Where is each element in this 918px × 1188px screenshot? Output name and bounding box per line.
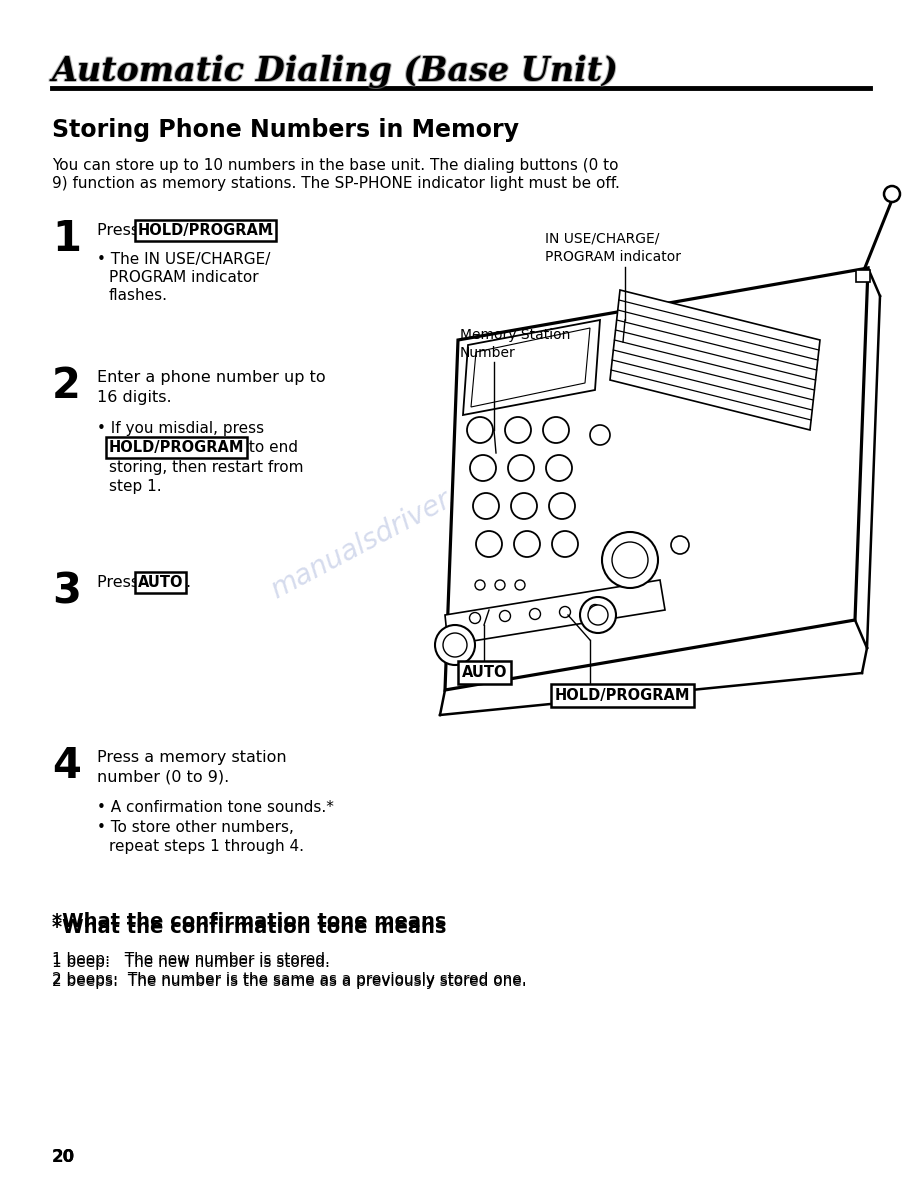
Circle shape: [530, 608, 541, 619]
Circle shape: [590, 425, 610, 446]
Text: manualsdriver.com: manualsdriver.com: [266, 455, 514, 605]
Circle shape: [612, 542, 648, 579]
Text: Automatic Dialing (Base Unit): Automatic Dialing (Base Unit): [51, 56, 618, 89]
Circle shape: [476, 531, 502, 557]
Circle shape: [443, 633, 467, 657]
Text: 3: 3: [52, 570, 81, 612]
Circle shape: [475, 580, 485, 590]
Circle shape: [470, 455, 496, 481]
Circle shape: [469, 613, 480, 624]
Text: Press a memory station: Press a memory station: [97, 750, 286, 765]
Text: Automatic Dialing (Base Unit): Automatic Dialing (Base Unit): [52, 55, 619, 88]
Text: flashes.: flashes.: [109, 287, 168, 303]
Text: Storing Phone Numbers in Memory: Storing Phone Numbers in Memory: [52, 118, 519, 143]
Text: 1 beep:   The new number is stored.: 1 beep: The new number is stored.: [52, 952, 330, 967]
Text: to end: to end: [244, 440, 298, 455]
Text: 2 beeps:  The number is the same as a previously stored one.: 2 beeps: The number is the same as a pre…: [52, 972, 527, 987]
Circle shape: [559, 607, 570, 618]
Text: Press: Press: [97, 223, 144, 238]
Text: IN USE/CHARGE/: IN USE/CHARGE/: [545, 232, 659, 246]
Text: repeat steps 1 through 4.: repeat steps 1 through 4.: [109, 839, 304, 854]
Polygon shape: [445, 268, 868, 690]
Text: Number: Number: [460, 346, 516, 360]
Text: 1 beep:   The new number is stored.: 1 beep: The new number is stored.: [52, 955, 330, 969]
Text: HOLD/PROGRAM: HOLD/PROGRAM: [109, 440, 244, 455]
Text: AUTO: AUTO: [462, 665, 508, 680]
Polygon shape: [463, 320, 600, 415]
Text: Automatic Dialing (Base Unit): Automatic Dialing (Base Unit): [53, 56, 620, 89]
Polygon shape: [445, 580, 665, 645]
Text: 1: 1: [52, 219, 81, 260]
Text: HOLD/PROGRAM: HOLD/PROGRAM: [138, 223, 274, 238]
Text: step 1.: step 1.: [109, 479, 162, 494]
Circle shape: [546, 455, 572, 481]
Text: 4: 4: [52, 745, 81, 786]
Text: • The IN USE/CHARGE/: • The IN USE/CHARGE/: [97, 252, 271, 267]
Text: Memory Station: Memory Station: [460, 328, 570, 342]
Text: storing, then restart from: storing, then restart from: [109, 460, 304, 475]
Circle shape: [499, 611, 510, 621]
Circle shape: [508, 455, 534, 481]
Circle shape: [511, 493, 537, 519]
Text: Automatic Dialing (Base Unit): Automatic Dialing (Base Unit): [52, 56, 619, 89]
Text: 20: 20: [52, 1148, 75, 1165]
Circle shape: [514, 531, 540, 557]
Text: .: .: [268, 223, 274, 238]
Polygon shape: [471, 328, 590, 407]
Text: Enter a phone number up to: Enter a phone number up to: [97, 369, 326, 385]
Text: 16 digits.: 16 digits.: [97, 390, 172, 405]
Circle shape: [543, 417, 569, 443]
Text: 2 beeps:  The number is the same as a previously stored one.: 2 beeps: The number is the same as a pre…: [52, 974, 527, 988]
Text: 2: 2: [52, 365, 81, 407]
Circle shape: [467, 417, 493, 443]
Text: *What the confirmation tone means: *What the confirmation tone means: [52, 912, 446, 931]
Circle shape: [671, 536, 689, 554]
Circle shape: [580, 598, 616, 633]
Text: Automatic Dialing (Base Unit): Automatic Dialing (Base Unit): [51, 53, 618, 87]
Circle shape: [549, 493, 575, 519]
Circle shape: [495, 580, 505, 590]
Text: number (0 to 9).: number (0 to 9).: [97, 770, 230, 785]
Text: Automatic Dialing (Base Unit): Automatic Dialing (Base Unit): [51, 55, 618, 88]
Circle shape: [589, 605, 600, 615]
Text: Automatic Dialing (Base Unit): Automatic Dialing (Base Unit): [53, 55, 620, 88]
Text: You can store up to 10 numbers in the base unit. The dialing buttons (0 to: You can store up to 10 numbers in the ba…: [52, 158, 619, 173]
Text: 9) function as memory stations. The SP-PHONE indicator light must be off.: 9) function as memory stations. The SP-P…: [52, 176, 620, 191]
Text: *What the confirmation tone means: *What the confirmation tone means: [52, 918, 446, 937]
Circle shape: [505, 417, 531, 443]
Circle shape: [884, 187, 900, 202]
Circle shape: [515, 580, 525, 590]
Text: PROGRAM indicator: PROGRAM indicator: [109, 270, 259, 285]
Text: 20: 20: [52, 1148, 75, 1165]
Circle shape: [435, 625, 475, 665]
Circle shape: [602, 532, 658, 588]
Circle shape: [552, 531, 578, 557]
Text: .: .: [185, 575, 190, 590]
Text: Press: Press: [97, 575, 144, 590]
Text: Automatic Dialing (Base Unit): Automatic Dialing (Base Unit): [53, 53, 620, 87]
Text: • If you misdial, press: • If you misdial, press: [97, 421, 264, 436]
Text: AUTO: AUTO: [138, 575, 184, 590]
Text: • A confirmation tone sounds.*: • A confirmation tone sounds.*: [97, 800, 334, 815]
Circle shape: [588, 605, 608, 625]
Circle shape: [473, 493, 499, 519]
Text: • To store other numbers,: • To store other numbers,: [97, 820, 294, 835]
Text: Automatic Dialing (Base Unit): Automatic Dialing (Base Unit): [52, 53, 619, 87]
Text: HOLD/PROGRAM: HOLD/PROGRAM: [555, 688, 690, 703]
Bar: [856, 270, 870, 282]
Text: PROGRAM indicator: PROGRAM indicator: [545, 249, 681, 264]
Polygon shape: [610, 290, 820, 430]
